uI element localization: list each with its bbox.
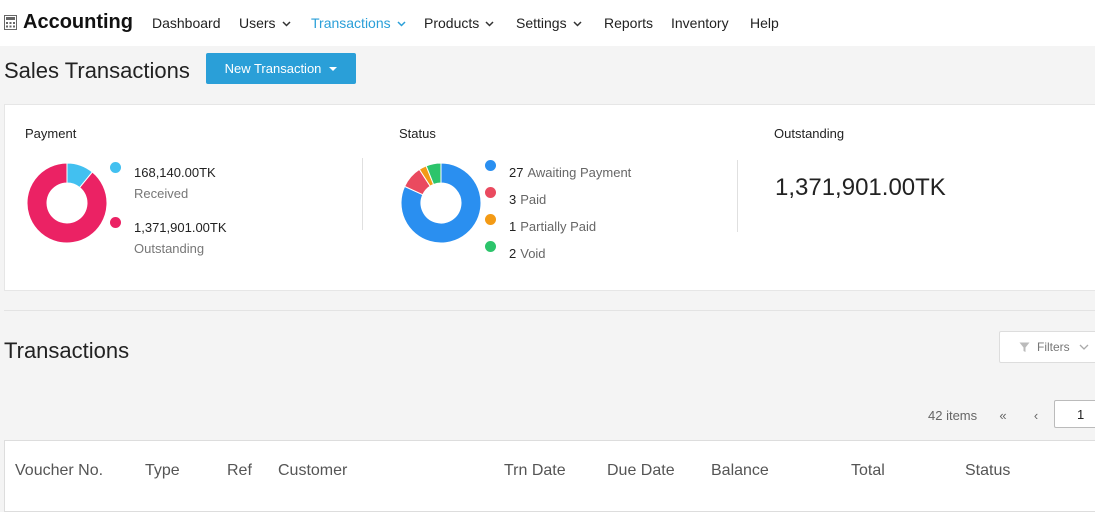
transactions-title: Transactions: [4, 338, 130, 363]
status-void: 2 Void: [509, 246, 546, 261]
nav-users[interactable]: Users: [239, 15, 291, 31]
chevron-down-icon: [397, 20, 406, 27]
status-partial: 1 Partially Paid: [509, 219, 596, 234]
calculator-icon: [4, 15, 17, 30]
col-type[interactable]: Type: [145, 462, 180, 479]
transactions-table: [4, 440, 1095, 512]
brand[interactable]: Accounting: [4, 11, 133, 34]
first-page-button[interactable]: «: [999, 407, 1007, 423]
received-label: Received: [134, 186, 189, 201]
chevron-down-icon: [573, 20, 582, 27]
payment-donut-chart: [27, 163, 107, 243]
status-donut-chart: [401, 163, 481, 243]
chevron-down-icon: [1079, 344, 1089, 350]
divider: [737, 160, 738, 232]
status-paid-count: 3: [509, 192, 517, 207]
nav-settings-label: Settings: [516, 15, 567, 31]
received-value: 168,140.00TK: [134, 165, 216, 180]
status-awaiting-count: 27: [509, 165, 524, 180]
filters-label: Filters: [1037, 340, 1070, 354]
status-awaiting: 27 Awaiting Payment: [509, 165, 631, 180]
status-dot-void: [485, 241, 496, 252]
nav-dashboard[interactable]: Dashboard: [152, 15, 221, 31]
summary-card: [4, 104, 1095, 291]
outstanding-label: Outstanding: [134, 241, 205, 256]
nav-reports[interactable]: Reports: [604, 15, 653, 31]
col-customer[interactable]: Customer: [278, 462, 348, 479]
divider: [362, 158, 363, 230]
received-dot: [110, 162, 121, 173]
status-slice-void: [425, 163, 442, 186]
status-partial-label: Partially Paid: [520, 219, 597, 234]
nav-inventory[interactable]: Inventory: [671, 15, 729, 31]
status-paid: 3 Paid: [509, 192, 546, 207]
status-dot-partial: [485, 214, 496, 225]
new-transaction-label: New Transaction: [224, 61, 322, 76]
status-void-count: 2: [509, 246, 517, 261]
section-divider: [4, 310, 1095, 311]
outstanding-amount: 1,371,901.00TK: [775, 174, 946, 201]
status-dot-awaiting: [485, 160, 496, 171]
col-balance[interactable]: Balance: [711, 462, 769, 479]
page-title: Sales Transactions: [4, 58, 190, 83]
payment-label: Payment: [25, 126, 77, 141]
new-transaction-button[interactable]: New Transaction: [206, 53, 356, 84]
nav-reports-label: Reports: [604, 15, 654, 31]
nav-users-label: Users: [239, 15, 276, 31]
nav-help-label: Help: [750, 15, 779, 31]
page-number-input[interactable]: 1: [1054, 400, 1095, 428]
outstanding-value: 1,371,901.00TK: [134, 220, 227, 235]
status-awaiting-label: Awaiting Payment: [527, 165, 632, 180]
nav-products-label: Products: [424, 15, 480, 31]
status-dot-paid: [485, 187, 496, 198]
brand-name: Accounting: [23, 11, 133, 33]
col-due-date[interactable]: Due Date: [607, 462, 675, 479]
nav-transactions-label: Transactions: [311, 15, 391, 31]
nav-transactions[interactable]: Transactions: [311, 15, 406, 31]
filters-button[interactable]: Filters: [999, 331, 1095, 363]
col-total[interactable]: Total: [851, 462, 885, 479]
outstanding-section-label: Outstanding: [774, 126, 845, 141]
nav-inventory-label: Inventory: [671, 15, 729, 31]
col-status[interactable]: Status: [965, 462, 1011, 479]
status-void-label: Void: [520, 246, 546, 261]
chevron-down-icon: [485, 20, 494, 27]
nav-dashboard-label: Dashboard: [152, 15, 221, 31]
col-voucher-no[interactable]: Voucher No.: [15, 462, 104, 479]
chevron-down-icon: [282, 20, 291, 27]
status-label: Status: [399, 126, 436, 141]
col-trn-date[interactable]: Trn Date: [504, 462, 566, 479]
nav-help[interactable]: Help: [750, 15, 779, 31]
payment-slice-outstanding: [27, 163, 107, 243]
nav-settings[interactable]: Settings: [516, 15, 582, 31]
status-slice-awaiting-payment: [401, 163, 481, 243]
nav-products[interactable]: Products: [424, 15, 494, 31]
col-ref[interactable]: Ref: [227, 462, 252, 479]
outstanding-dot: [110, 217, 121, 228]
top-navbar: Accounting Dashboard Users Transactions …: [0, 0, 1095, 46]
prev-page-button[interactable]: ‹: [1033, 407, 1039, 423]
status-partial-count: 1: [509, 219, 517, 234]
status-paid-label: Paid: [520, 192, 547, 207]
caret-down-icon: [329, 66, 338, 71]
items-count: 42 items: [928, 408, 978, 423]
filter-icon: [1019, 342, 1030, 352]
